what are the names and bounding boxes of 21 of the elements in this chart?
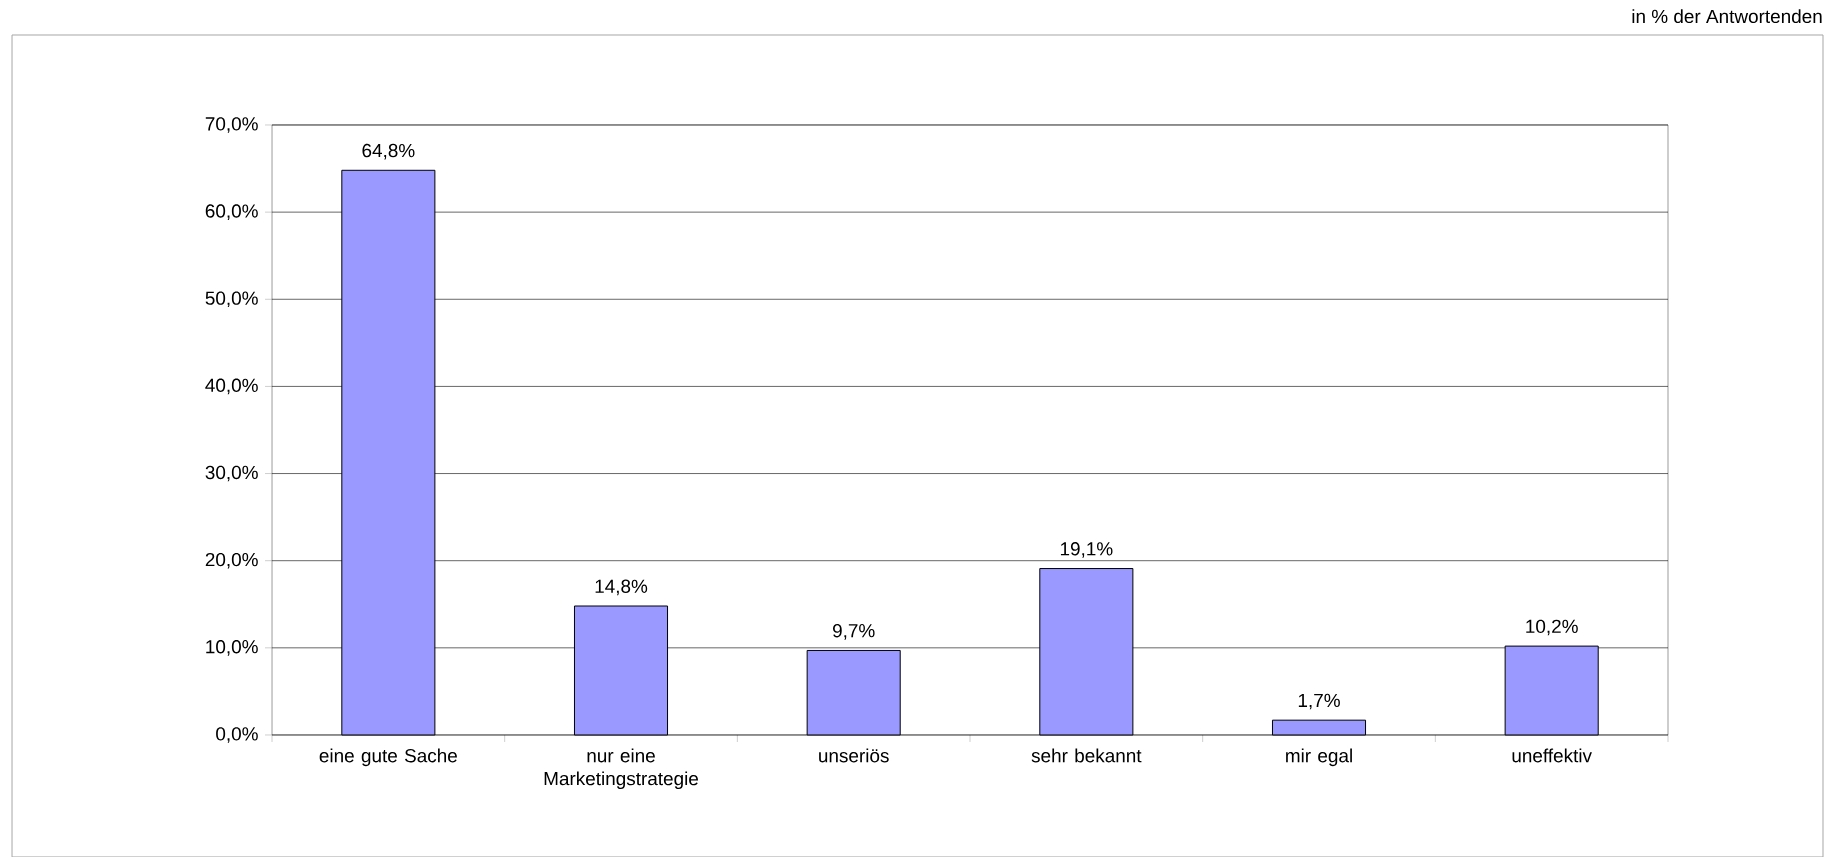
data-label: 1,7% [1298, 693, 1340, 710]
y-tick-label: 40,0% [205, 378, 258, 394]
y-tick-label: 10,0% [206, 639, 258, 656]
data-label: 64,8% [362, 143, 415, 160]
data-label: 19,1% [1060, 541, 1113, 558]
x-tick-label: mir egal [1286, 748, 1352, 766]
y-tick-label: 20,0% [205, 552, 258, 569]
y-tick-label: 0,0% [216, 726, 258, 743]
data-label: 14,8% [595, 579, 648, 595]
x-tick-label: eine gute Sache [319, 748, 457, 766]
y-tick-label: 60,0% [205, 204, 258, 220]
y-tick-label: 70,0% [205, 116, 258, 133]
x-tick-label: uneffektiv [1512, 748, 1592, 763]
y-tick-label: 30,0% [205, 465, 258, 482]
x-tick-label: nur eine Marketingstrategie [544, 748, 699, 789]
x-tick-label: unseriös [819, 748, 889, 763]
x-tick-label: sehr bekannt [1031, 748, 1142, 763]
text: in % der Antwortenden [1632, 8, 1822, 23]
data-label: 9,7% [833, 623, 875, 640]
y-tick-label: 50,0% [205, 291, 258, 307]
data-label: 10,2% [1526, 619, 1578, 636]
